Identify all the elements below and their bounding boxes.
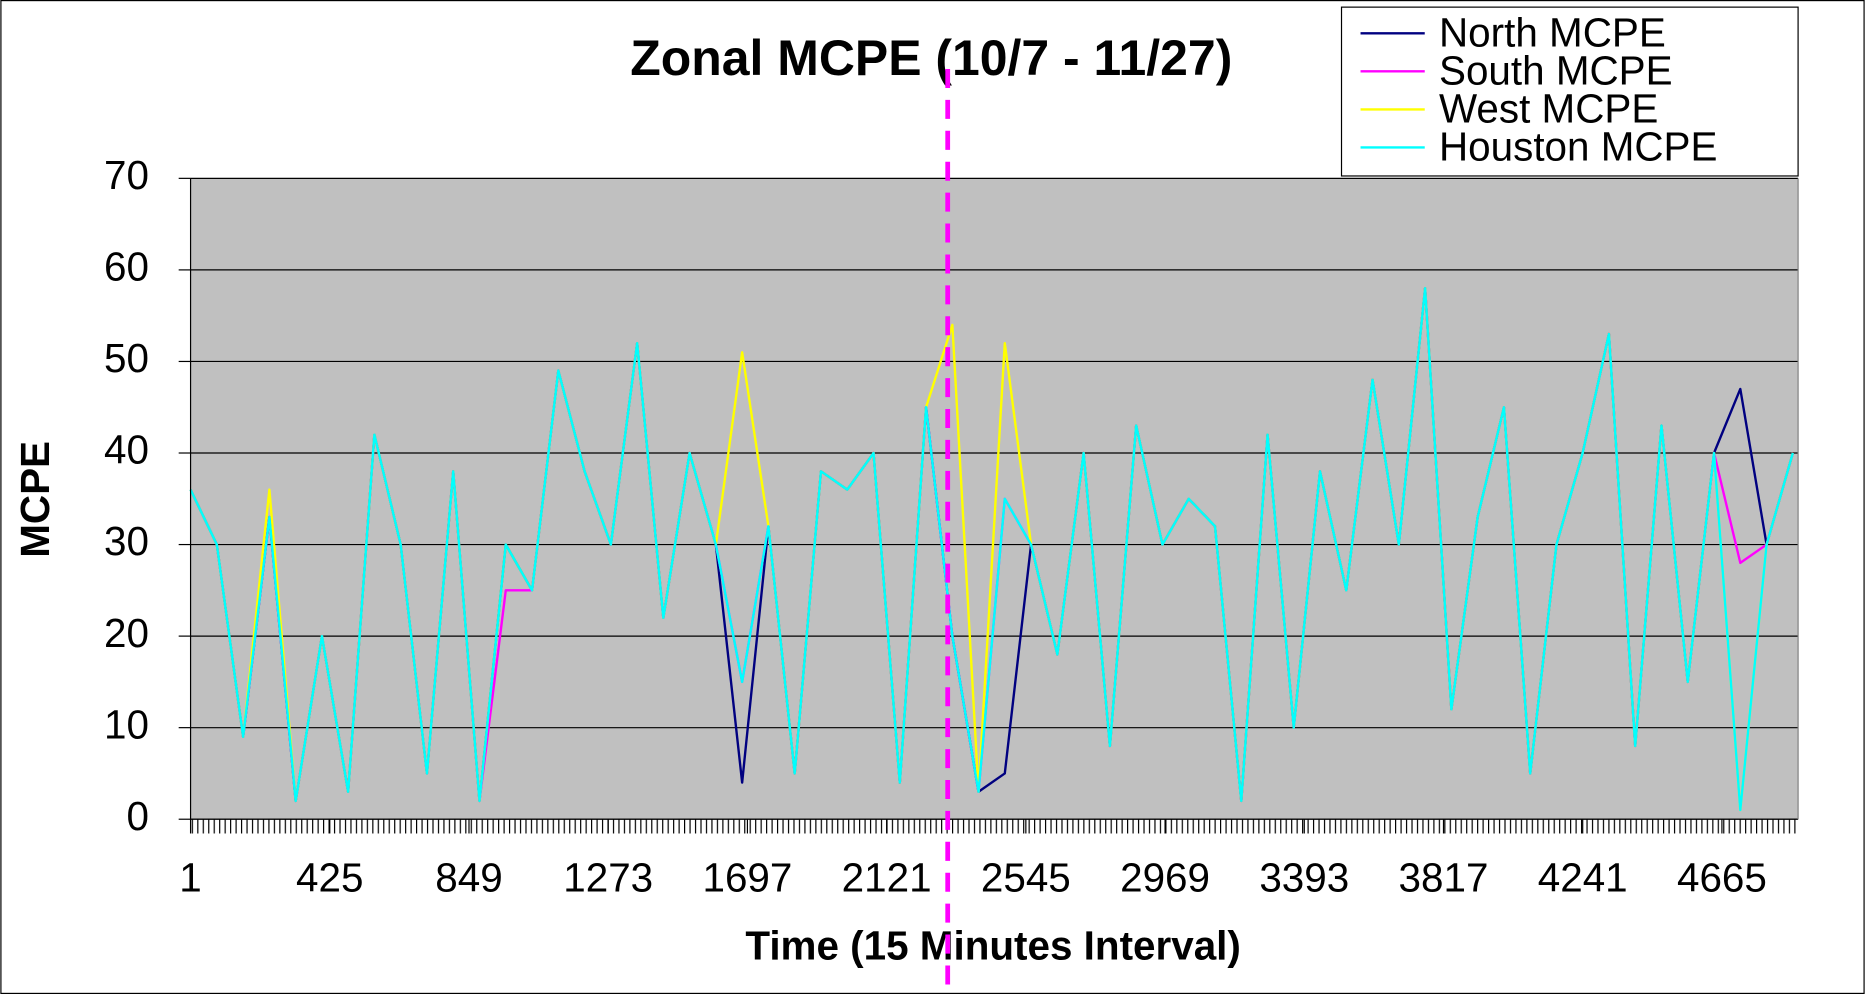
legend-label: South MCPE [1439,47,1673,93]
y-tick-label: 50 [104,335,149,381]
x-tick-label: 2121 [842,855,932,901]
x-axis-label: Time (15 Minutes Interval) [745,922,1241,968]
y-tick-label: 10 [104,701,149,747]
x-tick-label: 1697 [702,855,792,901]
x-tick-label: 2969 [1120,855,1210,901]
x-tick-label: 1 [179,855,201,901]
y-tick-label: 0 [126,793,148,839]
x-tick-label: 4665 [1677,855,1767,901]
x-tick-label: 4241 [1538,855,1628,901]
x-tick-label: 425 [296,855,363,901]
legend-label: West MCPE [1439,85,1658,131]
legend-label: North MCPE [1439,9,1666,55]
minor-ticks [190,819,1799,834]
x-tick-label: 1273 [563,855,653,901]
x-tick-label: 849 [435,855,502,901]
y-tick-label: 30 [104,518,149,564]
y-tick-label: 60 [104,244,149,290]
y-axis-label: MCPE [12,441,58,558]
x-tick-label: 2545 [981,855,1071,901]
y-tick-label: 70 [104,152,149,198]
y-tick-label: 40 [104,427,149,473]
series-line [189,287,1794,812]
chart-title: Zonal MCPE (10/7 - 11/27) [630,30,1232,86]
x-tick-label: 3393 [1259,855,1349,901]
y-tick-label: 20 [104,610,149,656]
legend-label: Houston MCPE [1439,123,1717,169]
plot-area [190,178,1799,820]
x-tick-label: 3817 [1399,855,1489,901]
